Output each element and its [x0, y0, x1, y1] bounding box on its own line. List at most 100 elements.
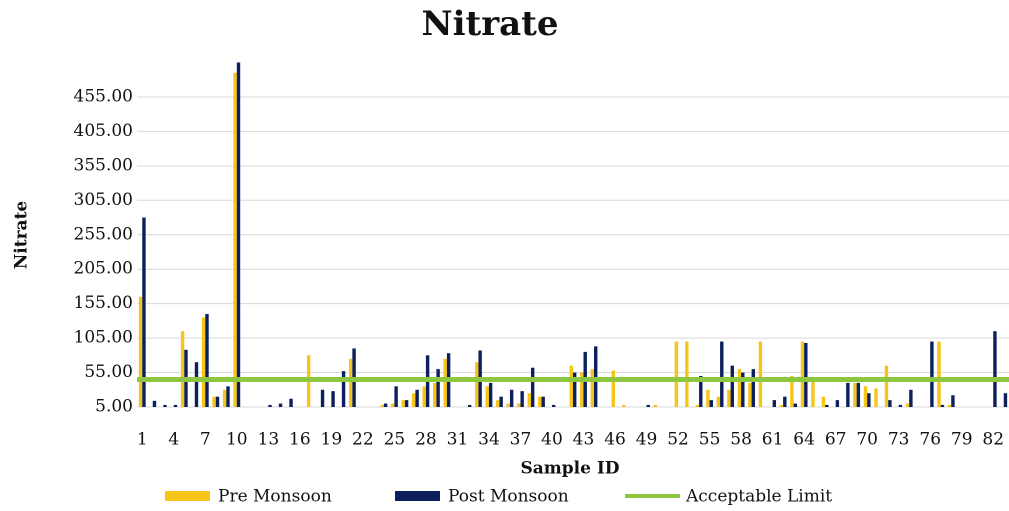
x-tick-label: 73 [888, 430, 910, 450]
y-tick-label: 405.00 [74, 121, 133, 141]
bar [762, 407, 765, 410]
bar [244, 407, 247, 410]
x-tick-label: 31 [447, 430, 469, 450]
bar [601, 407, 604, 410]
bar [853, 382, 857, 407]
bar [475, 362, 479, 407]
bar [979, 407, 982, 410]
bar [488, 382, 493, 407]
bar [927, 407, 930, 410]
bar [716, 396, 721, 407]
bar [205, 313, 209, 407]
x-tick-label: 43 [573, 430, 595, 450]
bar [737, 369, 742, 407]
x-tick-label: 25 [384, 430, 406, 450]
bar [689, 407, 692, 410]
bar [709, 400, 713, 407]
bar [636, 407, 639, 410]
bar [751, 369, 756, 407]
bar [328, 407, 331, 410]
bar [517, 403, 521, 407]
bar [496, 400, 500, 407]
bar [947, 404, 952, 407]
bar [443, 358, 447, 407]
x-tick-label: 16 [289, 430, 311, 450]
bar [674, 341, 679, 407]
bar [454, 407, 457, 410]
bar [730, 365, 734, 407]
bar [247, 407, 250, 410]
bar [958, 407, 961, 410]
bar [320, 389, 325, 407]
bar [800, 341, 805, 407]
bar [149, 407, 152, 410]
x-tick-label: 7 [200, 430, 211, 450]
bar [706, 389, 710, 407]
bar [846, 382, 850, 407]
bar [467, 404, 472, 407]
bar [286, 407, 289, 410]
y-tick-label: 105.00 [74, 328, 133, 348]
bar [310, 407, 313, 410]
bar [300, 407, 303, 410]
bar [741, 372, 745, 407]
y-tick-label: 355.00 [74, 155, 133, 175]
bar [720, 341, 724, 407]
bar [499, 396, 503, 407]
bar [611, 370, 616, 407]
bar [1003, 393, 1008, 407]
x-tick-label: 4 [168, 430, 179, 450]
bar [222, 389, 227, 407]
bar [412, 393, 416, 407]
bar [278, 403, 283, 407]
x-tick-label: 76 [919, 430, 941, 450]
bar [884, 365, 889, 407]
bar [401, 400, 405, 407]
bar [615, 407, 618, 410]
y-axis-title: Nitrate [12, 201, 32, 270]
bar [758, 341, 763, 407]
bar [485, 386, 489, 407]
bar [142, 217, 146, 407]
x-tick-label: 46 [604, 430, 626, 450]
bar [972, 407, 975, 410]
bar [832, 407, 835, 410]
y-tick-label: 255.00 [74, 224, 133, 244]
bar [569, 365, 573, 407]
bar [457, 407, 460, 410]
bar [236, 62, 241, 407]
y-tick-label: 455.00 [74, 86, 133, 106]
bar [622, 404, 626, 407]
bar [678, 407, 681, 410]
bar [888, 400, 892, 407]
bar [383, 403, 388, 407]
bar [138, 296, 143, 407]
bar [793, 403, 798, 407]
bar [173, 404, 178, 407]
bar [215, 396, 220, 407]
x-tick-label: 79 [951, 430, 973, 450]
bar [790, 375, 794, 407]
bar [538, 396, 542, 407]
bar [699, 375, 703, 407]
bar [191, 407, 194, 410]
bar [436, 369, 440, 407]
bar [835, 400, 840, 407]
bar [380, 404, 384, 407]
bar [920, 407, 923, 410]
bar [605, 407, 608, 410]
x-tick-label: 61 [762, 430, 784, 450]
bar [194, 362, 199, 407]
legend-swatch [165, 491, 210, 501]
bar [254, 407, 257, 410]
bar [348, 358, 353, 407]
x-tick-label: 82 [982, 430, 1004, 450]
x-tick-label: 70 [856, 430, 878, 450]
bar [317, 407, 320, 410]
bar [331, 391, 335, 407]
bar [265, 407, 268, 410]
legend-label: Acceptable Limit [685, 487, 832, 507]
legend-label: Post Monsoon [448, 487, 569, 507]
bar [541, 396, 545, 407]
bar [748, 382, 752, 407]
